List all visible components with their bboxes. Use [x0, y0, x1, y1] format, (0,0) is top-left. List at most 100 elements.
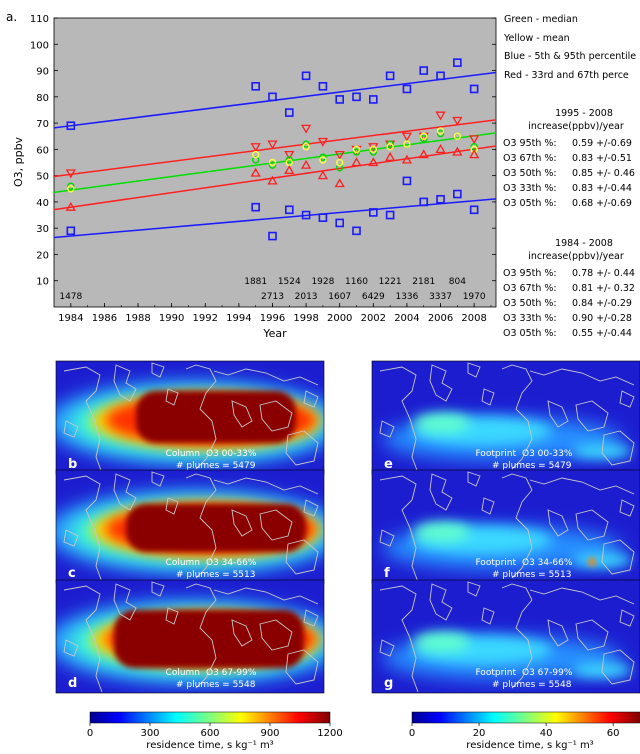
coastline [231, 619, 253, 647]
x-tick-label: 2008 [461, 313, 486, 324]
data-point-circle [285, 156, 293, 164]
colorbar-footprint-ticks: 0 20 40 60 [409, 723, 620, 739]
trend-table-row-label: O3 05th %: [503, 198, 557, 209]
map-panel-b: b Column O3 00-33% # plumes = 5479 [55, 360, 325, 475]
data-point-triangle-up [418, 149, 429, 159]
trend-table-row-value: 0.78 +/- 0.44 [572, 268, 635, 279]
y-tick-label: 30 [36, 224, 49, 235]
x-tick-label: 1986 [92, 313, 117, 324]
y-tick-label: 100 [30, 40, 49, 51]
data-point-circle [369, 148, 378, 156]
colorbar-column-gradient [89, 711, 331, 724]
data-point-circle [251, 156, 260, 164]
x-tick-label: 1992 [193, 313, 218, 324]
trend-table-row-value: 0.84 +/-0.29 [572, 298, 632, 309]
data-point-triangle-up [351, 157, 362, 167]
legend-entry-red: Red - 33rd and 67th perce [504, 70, 629, 81]
colorbar-column-ticks: 0 300 600 900 1200 [87, 723, 343, 739]
coastline [547, 509, 569, 537]
colorbar-tick-label: 0 [409, 728, 415, 739]
coastline [231, 400, 253, 428]
coastline [303, 499, 319, 517]
data-point-triangle-down [401, 132, 413, 142]
sample-count: 1881 [244, 277, 267, 287]
coastline [113, 583, 137, 621]
coastline [379, 585, 419, 693]
coastline [429, 583, 453, 621]
map-panel-e: e Footprint O3 00-33% # plumes = 5479 [371, 360, 640, 475]
colorbar-tick-label: 0 [87, 728, 93, 739]
data-point-square [284, 205, 294, 215]
data-point-triangle-down [334, 150, 345, 160]
sample-count: 1928 [311, 277, 334, 287]
coastline [63, 529, 79, 547]
sample-count: 1336 [395, 292, 418, 302]
trend-table-row-label: O3 05th %: [503, 328, 557, 339]
coastline [231, 509, 253, 537]
map-letter: b [68, 457, 77, 472]
coastline [467, 471, 481, 487]
data-point-square [335, 95, 345, 104]
map-title: Footprint [475, 449, 516, 459]
sample-count: 804 [449, 277, 466, 287]
data-point-triangle-up [469, 149, 480, 159]
sample-count: 1970 [463, 292, 486, 302]
data-point-square [369, 95, 378, 104]
coastline [619, 499, 635, 517]
sample-count: 1524 [278, 277, 301, 287]
coastline [529, 587, 635, 605]
coastline [285, 430, 319, 466]
trend-table-row-label: O3 67th %: [503, 283, 557, 294]
data-point-square [284, 108, 294, 117]
data-point-square [352, 92, 361, 102]
coastline [429, 364, 453, 402]
coastline [185, 583, 217, 689]
coastline [467, 581, 481, 597]
map-letter: g [384, 676, 393, 691]
ozone-trend-plot: a. 10 20 30 40 50 60 70 80 90 100 110 1984 1986 1988… [6, 10, 636, 340]
coastline [575, 619, 609, 651]
data-point-circle [336, 158, 344, 167]
colorbar-footprint-gradient [411, 711, 640, 724]
colorbar-tick-label: 600 [200, 728, 219, 739]
map-letter: c [68, 566, 76, 581]
trend-line [54, 119, 496, 178]
data-point-square [469, 205, 479, 215]
coastline [529, 477, 635, 495]
data-point-square [436, 71, 445, 81]
data-point-square [436, 194, 445, 204]
x-tick-label: 1984 [58, 313, 83, 324]
data-point-square [352, 226, 361, 236]
map-panel-f: f Footprint O3 34-66% # plumes = 5513 [371, 469, 640, 584]
map-plumes: # plumes = 5479 [492, 461, 572, 471]
coastline [501, 473, 533, 579]
coastline [151, 362, 165, 378]
data-point-circle [352, 148, 361, 156]
colorbar-tick-label: 900 [260, 728, 279, 739]
coastline [575, 400, 609, 432]
sample-count: 2713 [261, 292, 284, 302]
map-group: O3 34-66% [206, 558, 257, 568]
coastline [467, 362, 481, 378]
data-point-triangle-down [452, 116, 463, 126]
data-point-square [453, 58, 462, 67]
coastline [63, 639, 79, 657]
trend-table-row-value: 0.83 +/-0.44 [572, 183, 632, 194]
plume-hotspot [414, 522, 470, 542]
data-point-triangle-down [300, 124, 312, 134]
trend-table-row-label: O3 67th %: [503, 153, 557, 164]
trend-table-header: increase(ppbv)/year [528, 251, 624, 262]
coastline [601, 430, 635, 466]
coastline [165, 388, 179, 406]
data-point-triangle-up [250, 167, 261, 177]
data-point-square [301, 71, 311, 81]
colorbar-tick-label: 40 [540, 728, 553, 739]
data-point-circle [302, 143, 310, 151]
x-tick-label: 1996 [260, 313, 285, 324]
coastline [259, 400, 293, 432]
data-point-circle [470, 145, 478, 154]
coastline [213, 477, 319, 495]
legend: Green - median Yellow - mean Blue - 5th … [503, 14, 636, 81]
data-point-circle [386, 143, 394, 151]
legend-entry-median: Green - median [504, 14, 578, 25]
